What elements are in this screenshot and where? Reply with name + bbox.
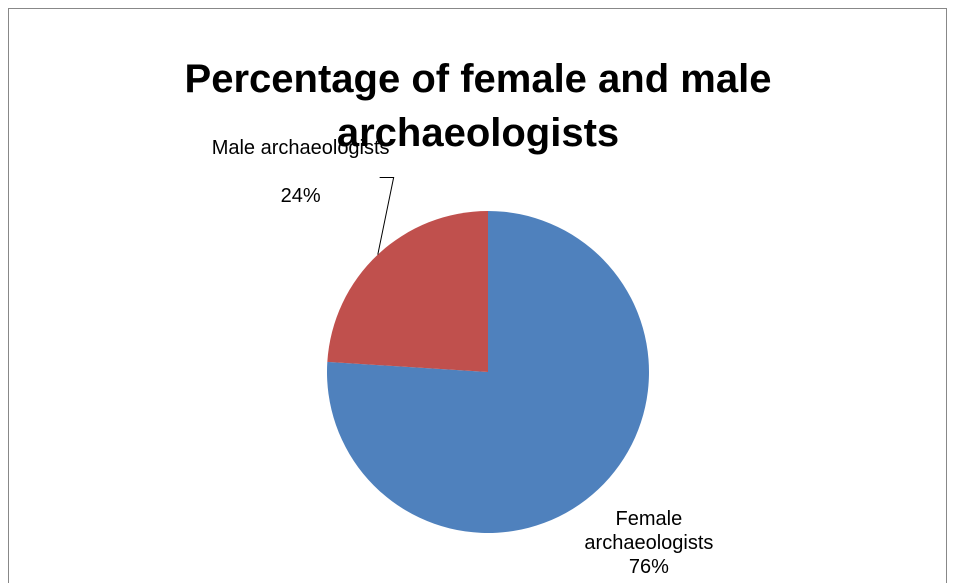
- slice-category-label: Male archaeologists: [211, 137, 390, 160]
- leader-line: [377, 176, 395, 255]
- slice-category-label: Female archaeologists: [584, 508, 714, 555]
- chart-border: [8, 8, 947, 583]
- chart-title: Percentage of female and male archaeolog…: [184, 57, 772, 155]
- slice-value-label: 24%: [280, 185, 321, 208]
- pie-slice: [327, 211, 488, 372]
- slice-value-label: 76%: [628, 556, 669, 579]
